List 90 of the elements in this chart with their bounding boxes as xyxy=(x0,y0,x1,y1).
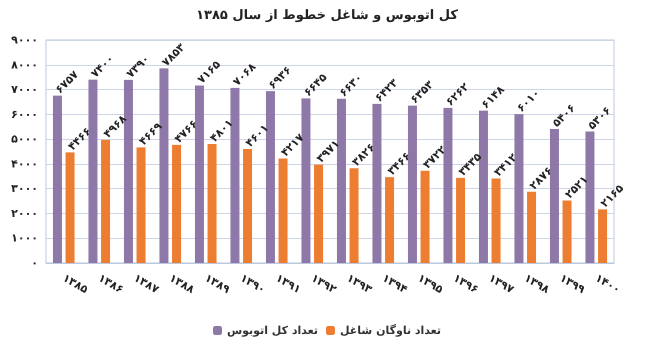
bar xyxy=(314,164,324,263)
data-label: ۴۲۱۷ xyxy=(278,130,307,160)
data-label: ۴۶۰۱ xyxy=(242,121,272,150)
data-label: ۵۳۰۶ xyxy=(585,104,614,132)
bar xyxy=(585,132,594,263)
bar xyxy=(385,177,394,263)
data-label: ۲۱۶۵ xyxy=(598,182,626,210)
y-tick-label: ۸۰۰۰ xyxy=(11,58,38,72)
data-label: ۲۵۲۱ xyxy=(562,172,591,202)
chart-title: کل اتوبوس و شاغل خطوط از سال ۱۳۸۵ xyxy=(196,8,458,23)
bar xyxy=(66,152,75,263)
x-tick-label: ۱۴۰۰ xyxy=(593,271,623,296)
bar xyxy=(443,108,452,263)
bar xyxy=(408,106,417,263)
bar xyxy=(492,178,501,263)
bar xyxy=(301,98,310,263)
x-tick-label: ۱۳۹۶ xyxy=(451,271,481,296)
data-label: ۴۴۶۶ xyxy=(65,124,94,153)
bar xyxy=(372,104,382,263)
data-label: ۳۴۶۶ xyxy=(384,150,414,178)
bar xyxy=(208,144,217,263)
data-label: ۴۷۶۶ xyxy=(172,117,200,146)
data-label: ۶۶۳۰ xyxy=(336,71,366,100)
bar xyxy=(172,144,182,263)
legend-label: تعداد کل اتوبوس xyxy=(226,324,318,337)
bar xyxy=(230,88,240,263)
y-tick-label: ۲۰۰۰ xyxy=(11,206,38,220)
x-tick-label: ۱۳۸۵ xyxy=(60,271,90,296)
bar xyxy=(550,129,559,263)
bar xyxy=(527,192,536,263)
y-tick-label: ۹۰۰۰ xyxy=(11,34,38,46)
data-label: ۲۸۷۶ xyxy=(526,164,556,192)
x-tick-label: ۱۳۸۹ xyxy=(202,271,232,296)
data-label: ۳۴۳۵ xyxy=(456,150,484,178)
x-tick-label: ۱۳۹۵ xyxy=(416,271,446,296)
x-tick-label: ۱۳۹۲ xyxy=(309,271,339,296)
bar xyxy=(420,170,430,263)
data-label: ۳۸۲۶ xyxy=(349,140,378,169)
data-label: ۶۰۱۰ xyxy=(514,86,543,115)
x-tick-label: ۱۳۸۸ xyxy=(167,271,197,296)
data-label: ۷۸۵۳ xyxy=(159,40,188,70)
bar xyxy=(336,98,346,263)
x-tick-label: ۱۳۸۷ xyxy=(132,271,162,296)
y-tick-label: ۷۰۰۰ xyxy=(11,83,38,96)
y-tick-label: ۰ xyxy=(31,256,38,270)
data-label: ۶۶۴۵ xyxy=(301,70,330,99)
data-label: ۴۶۶۹ xyxy=(136,120,165,148)
bar xyxy=(562,200,572,263)
x-tick-label: ۱۳۹۷ xyxy=(486,271,516,296)
data-label: ۳۷۲۲ xyxy=(420,143,449,172)
data-label: ۴۸۰۱ xyxy=(207,116,236,145)
bar xyxy=(88,80,98,263)
data-label: ۷۰۶۸ xyxy=(230,60,259,88)
x-tick-label: ۱۳۹۰ xyxy=(238,271,268,296)
bar xyxy=(136,147,146,263)
data-label: ۵۴۰۶ xyxy=(550,101,578,130)
data-label: ۴۹۶۸ xyxy=(100,112,130,140)
data-label: ۷۳۹۰ xyxy=(124,52,152,80)
data-label: ۶۳۵۳ xyxy=(408,78,436,106)
x-tick-label: ۱۳۸۶ xyxy=(96,271,126,296)
x-tick-label: ۱۳۹۹ xyxy=(558,271,588,296)
bar xyxy=(194,85,204,263)
x-tick-label: ۱۳۹۴ xyxy=(380,271,410,296)
y-tick-label: ۵۰۰۰ xyxy=(11,132,38,146)
data-label: ۶۲۶۲ xyxy=(443,80,472,108)
y-tick-label: ۳۰۰۰ xyxy=(11,182,38,196)
x-tick-label: ۱۳۹۸ xyxy=(522,271,552,296)
data-label: ۳۹۷۱ xyxy=(314,137,342,166)
bar xyxy=(456,178,466,263)
data-label: ۶۹۳۶ xyxy=(266,64,294,92)
bar xyxy=(598,209,608,263)
bar xyxy=(52,96,62,263)
data-label: ۷۱۶۵ xyxy=(194,58,224,86)
data-label: ۷۴۰۰ xyxy=(88,52,117,80)
bar xyxy=(243,148,252,263)
bar xyxy=(350,168,359,263)
x-tick-label: ۱۳۹۱ xyxy=(274,271,304,296)
y-tick-label: ۴۰۰۰ xyxy=(11,157,38,170)
bar xyxy=(101,140,110,263)
y-tick-label: ۱۰۰۰ xyxy=(11,232,38,245)
data-label: ۶۱۴۸ xyxy=(478,82,508,112)
y-tick-label: ۶۰۰۰ xyxy=(11,108,38,121)
data-label: ۶۴۲۳ xyxy=(372,76,401,104)
legend-label: تعداد ناوگان شاغل xyxy=(340,324,442,337)
bar xyxy=(278,158,288,263)
bar xyxy=(514,114,524,263)
data-label: ۶۷۵۷ xyxy=(52,68,82,96)
bar xyxy=(266,91,275,263)
data-label: ۳۴۱۲ xyxy=(491,150,520,180)
x-tick-label: ۱۳۹۳ xyxy=(344,271,374,296)
